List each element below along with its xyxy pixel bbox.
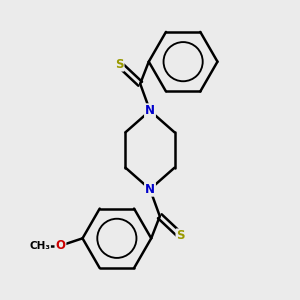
Text: CH₃: CH₃	[29, 241, 50, 251]
Text: N: N	[145, 183, 155, 196]
Text: O: O	[56, 239, 65, 252]
Text: S: S	[176, 230, 185, 242]
Text: S: S	[115, 58, 124, 70]
Text: N: N	[145, 104, 155, 117]
